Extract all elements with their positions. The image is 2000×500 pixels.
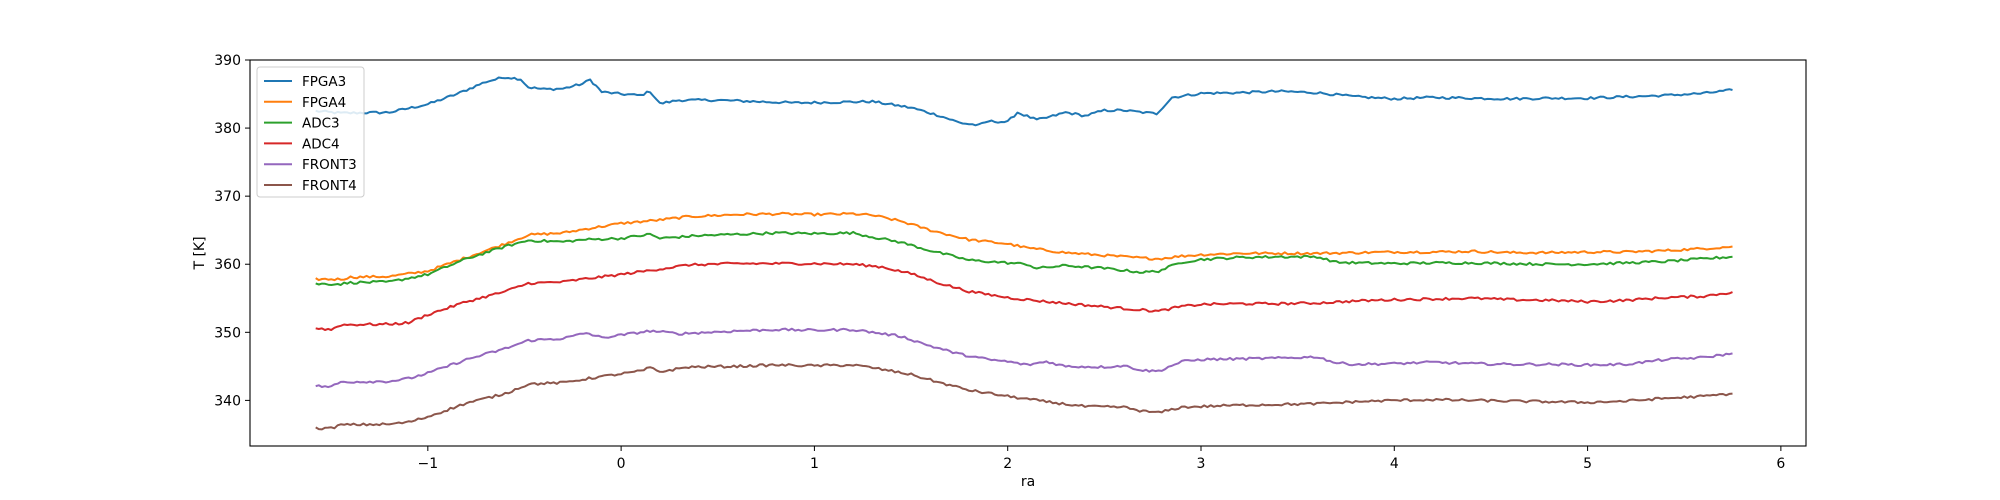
y-axis: 340 350 360 370 380 390 <box>214 53 250 409</box>
series-line-adc4 <box>315 261 1733 331</box>
legend: FPGA3 FPGA4 ADC3 ADC4 FRONT3 FRONT4 <box>256 66 365 198</box>
legend-label-adc3: ADC3 <box>302 116 340 132</box>
plot-frame <box>249 59 1807 447</box>
legend-label-adc4: ADC4 <box>302 136 340 152</box>
legend-label-front3: FRONT3 <box>302 157 357 173</box>
y-tick-label: 370 <box>214 189 241 205</box>
series-line-fpga4 <box>315 211 1733 282</box>
y-tick-label: 390 <box>214 53 241 69</box>
series-line-front3 <box>315 327 1733 389</box>
series-line-fpga3 <box>315 76 1733 127</box>
x-tick-label: 4 <box>1390 456 1399 472</box>
x-axis-label: ra <box>1021 474 1035 490</box>
x-tick-label: −1 <box>418 456 439 472</box>
x-tick-label: 0 <box>617 456 626 472</box>
series-layer <box>315 76 1733 431</box>
legend-items: FPGA3 FPGA4 ADC3 ADC4 FRONT3 FRONT4 <box>264 74 357 194</box>
y-tick-label: 360 <box>214 257 241 273</box>
series-line-adc3 <box>315 230 1733 286</box>
y-axis-label: T [K] <box>192 236 208 270</box>
x-tick-label: 5 <box>1583 456 1592 472</box>
x-tick-label: 1 <box>810 456 819 472</box>
x-tick-label: 6 <box>1776 456 1785 472</box>
legend-label-fpga3: FPGA3 <box>302 74 346 90</box>
y-tick-label: 380 <box>214 121 241 137</box>
legend-label-fpga4: FPGA4 <box>302 95 346 111</box>
y-tick-label: 350 <box>214 325 241 341</box>
series-line-front4 <box>315 363 1733 431</box>
x-tick-label: 3 <box>1197 456 1206 472</box>
legend-label-front4: FRONT4 <box>302 178 357 194</box>
y-tick-label: 340 <box>214 393 241 409</box>
x-tick-label: 2 <box>1003 456 1012 472</box>
x-axis: −1 0 1 2 3 4 5 6 <box>418 446 1785 472</box>
